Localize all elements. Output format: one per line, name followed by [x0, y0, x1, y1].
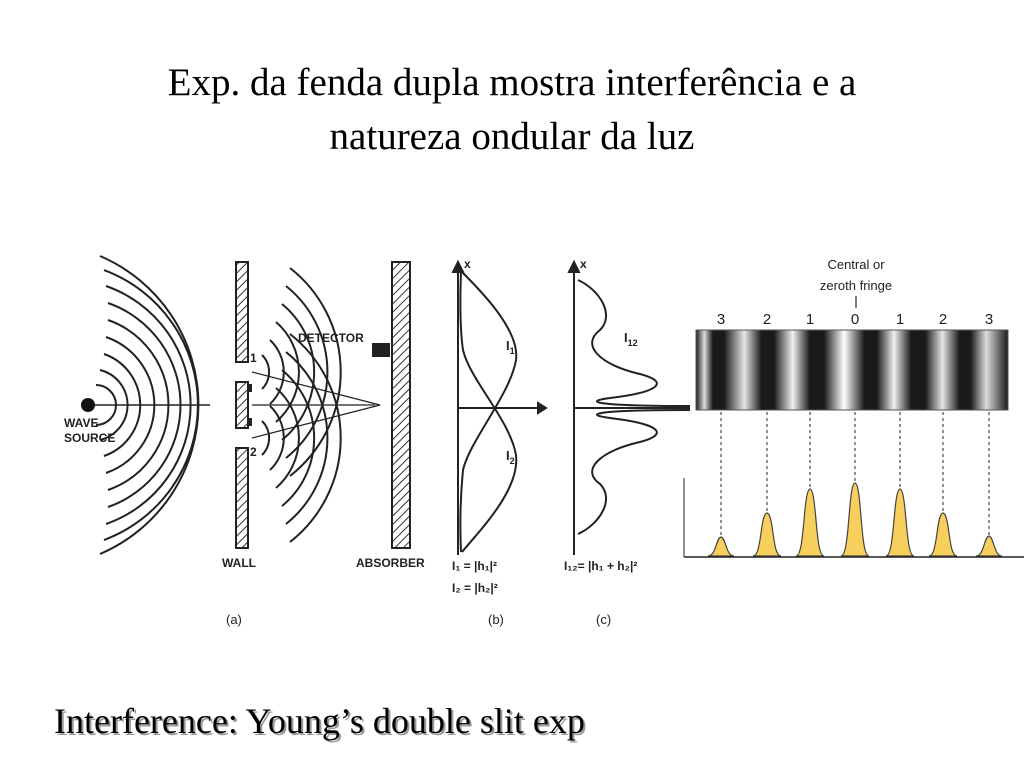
intensity-peak	[928, 512, 958, 557]
curve-i2-label: I2	[506, 448, 515, 466]
slit-1-label: 1	[250, 351, 257, 365]
intensity-peak	[707, 536, 735, 557]
wave-source-dot	[81, 398, 95, 412]
title-line-1: Exp. da fenda dupla mostra interferência…	[167, 61, 857, 104]
fringe-order-label: 3	[985, 311, 993, 328]
fringe-order-label: 2	[763, 311, 771, 328]
interference-rays	[251, 371, 381, 439]
fringe-order-label: 2	[939, 311, 947, 328]
central-fringe-label-1: Central or	[827, 257, 885, 272]
intensity-peak	[975, 535, 1003, 557]
absorber	[391, 261, 411, 549]
panel-c-label: (c)	[596, 612, 611, 627]
fringe-order-labels: 3 2 1 0 1 2 3	[717, 311, 993, 328]
panel-c-axis-x: x	[580, 257, 587, 271]
panel-b-label: (b)	[488, 612, 504, 627]
slide-title: Exp. da fenda dupla mostra interferência…	[40, 56, 984, 164]
central-fringe-label-2: zeroth fringe	[820, 278, 892, 293]
formula-i12: I₁₂= |h₁ + h₂|²	[564, 559, 637, 573]
formula-i2: I₂ = |h₂|²	[452, 581, 498, 595]
curve-i12-label: I12	[624, 330, 638, 348]
wall	[235, 261, 252, 549]
panel-a-label: (a)	[226, 612, 242, 627]
fringe-guide-lines	[720, 412, 990, 540]
formula-i1: I₁ = |h₁|²	[452, 559, 497, 573]
intensity-peak	[752, 512, 782, 557]
intensity-peak	[795, 488, 825, 557]
detector-box	[372, 343, 390, 357]
intensity-peak	[885, 488, 915, 557]
wave-source-label-2: SOURCE	[64, 431, 115, 445]
wall-label: WALL	[222, 556, 256, 570]
intensity-peak	[840, 482, 870, 557]
title-line-2: natureza ondular da luz	[329, 115, 695, 158]
panel-c-plot	[567, 259, 691, 555]
slide-caption: Interference: Young’s double slit exp	[54, 701, 585, 741]
fringe-order-label: 3	[717, 311, 725, 328]
absorber-label: ABSORBER	[356, 556, 425, 570]
fringe-order-label: 1	[896, 311, 904, 328]
intensity-peaks	[707, 482, 1003, 557]
panel-b-plot	[451, 259, 548, 555]
fringe-photo	[695, 329, 1009, 411]
detector-label: DETECTOR	[298, 331, 364, 345]
slit-2-label: 2	[250, 445, 257, 459]
curve-i1-label: I1	[506, 338, 515, 356]
panel-b-axis-x: x	[464, 257, 471, 271]
fringe-order-label: 0	[851, 311, 859, 328]
fringe-order-label: 1	[806, 311, 814, 328]
wave-source-label-1: WAVE	[64, 416, 98, 430]
